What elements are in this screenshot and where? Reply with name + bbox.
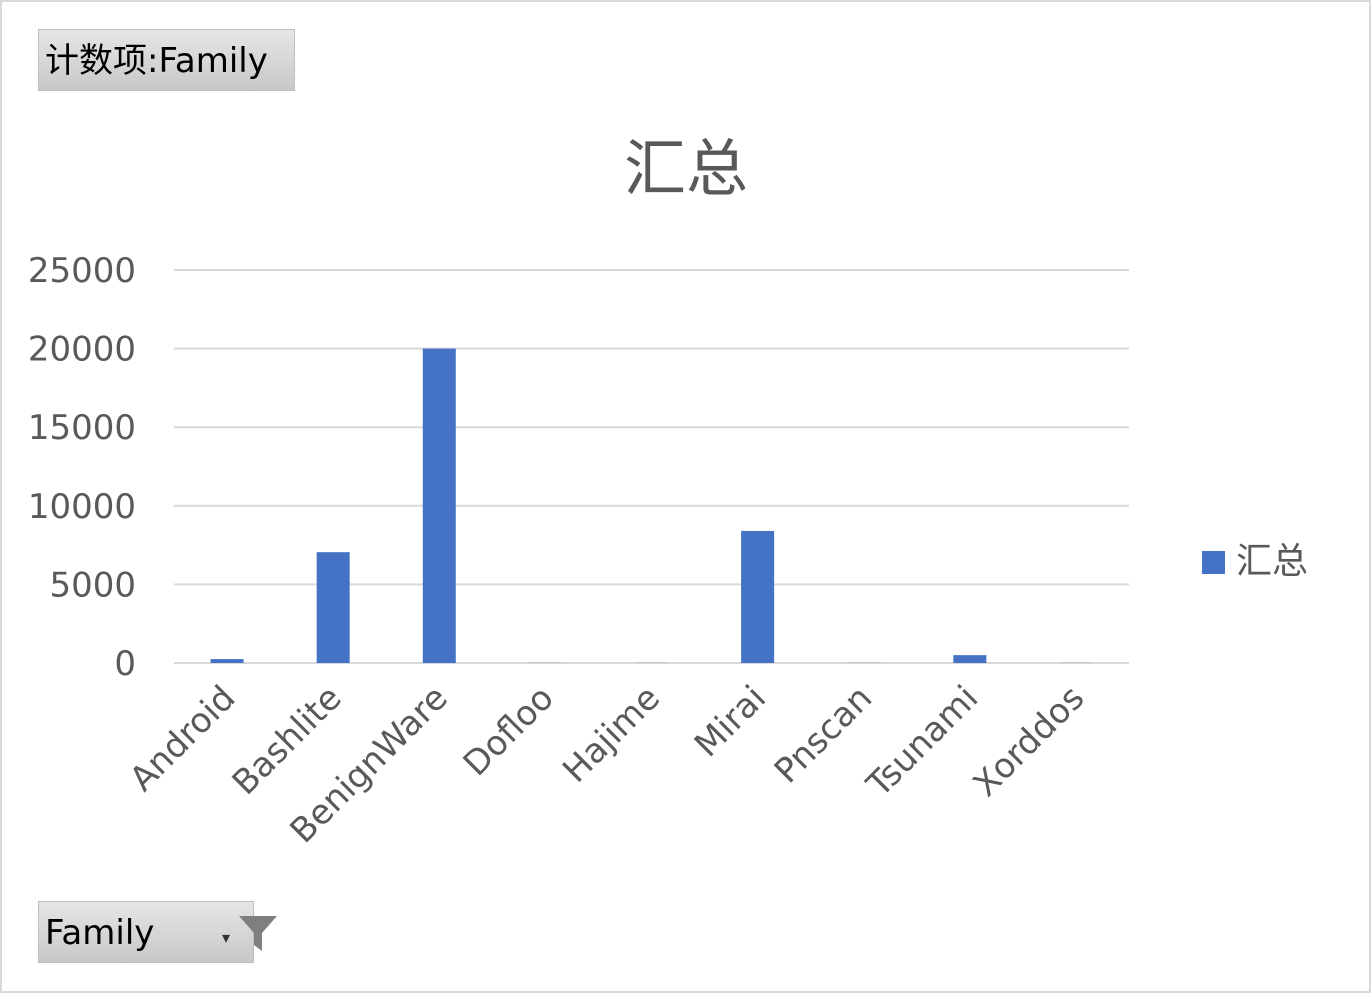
x-tick-label: Dofloo <box>456 678 562 784</box>
bar-android <box>211 659 244 663</box>
y-tick-label: 5000 <box>49 565 136 605</box>
bar-benignware <box>423 349 456 663</box>
x-tick-label: Hajime <box>555 678 668 791</box>
x-tick-label: Tsunami <box>859 678 987 806</box>
y-tick-label: 25000 <box>28 251 136 291</box>
x-tick-label: Mirai <box>687 678 774 765</box>
legend-label: 汇总 <box>1236 541 1308 582</box>
funnel-icon[interactable] <box>235 911 281 957</box>
axis-field-button[interactable]: Family ▾ <box>38 901 254 963</box>
y-tick-label: 20000 <box>28 330 136 370</box>
y-tick-label: 15000 <box>28 408 136 448</box>
bar-mirai <box>741 531 774 663</box>
dropdown-arrow-icon[interactable]: ▾ <box>222 930 230 946</box>
legend-swatch <box>1202 551 1225 574</box>
bar-tsunami <box>953 655 986 663</box>
bar-bashlite <box>317 552 350 663</box>
y-axis-ticks: 0 5000 10000 15000 20000 25000 <box>28 251 136 684</box>
chart-title: 汇总 <box>624 132 748 205</box>
legend: 汇总 <box>1202 541 1308 582</box>
y-tick-label: 0 <box>114 644 136 684</box>
x-tick-label: Android <box>122 678 243 799</box>
y-tick-label: 10000 <box>28 487 136 527</box>
x-tick-label: Xorddos <box>966 678 1093 805</box>
axis-field-label: Family <box>45 913 154 953</box>
